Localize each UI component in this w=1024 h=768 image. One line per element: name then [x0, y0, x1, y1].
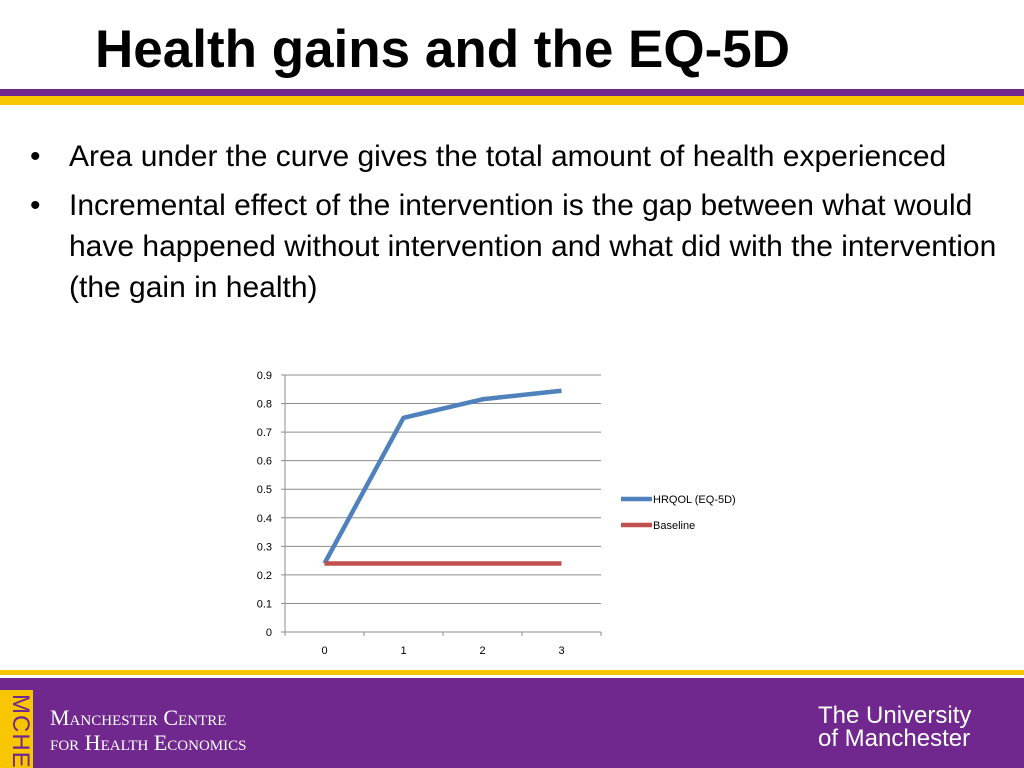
legend-label: HRQOL (EQ-5D): [653, 494, 736, 506]
university-logo: The University of Manchester: [818, 702, 972, 752]
chart-gridlines: [285, 374, 601, 604]
university-name-line1: The University: [818, 702, 972, 729]
bullet-item: • Area under the curve gives the total a…: [28, 136, 1013, 177]
chart-legend: HRQOL (EQ-5D) Baseline: [621, 494, 736, 532]
bullet-list: • Area under the curve gives the total a…: [28, 136, 1013, 316]
slide-title: Health gains and the EQ-5D: [95, 20, 791, 79]
y-tick-label: 0.4: [257, 513, 272, 525]
y-tick-label: 0.2: [257, 570, 272, 582]
title-rule-yellow: [0, 96, 1024, 105]
x-tick-label: 1: [400, 645, 406, 657]
bullet-mark: •: [30, 140, 41, 173]
chart-series: [322, 388, 562, 566]
centre-name-line1: Manchester Centre: [50, 705, 227, 730]
y-tick-label: 0.5: [257, 484, 272, 496]
line-chart: 0 0.1 0.2 0.3 0.4 0.5 0.6 0.7 0.8 0.9 0 1 2 3 HRQOL (…: [257, 370, 736, 657]
footer-rule-white: [0, 675, 1024, 678]
chart-axes: 0 0.1 0.2 0.3 0.4 0.5 0.6 0.7 0.8 0.9 0 1 2 3: [257, 370, 602, 657]
series-line-hrqol: [322, 388, 562, 565]
y-tick-label: 0: [266, 627, 272, 639]
footer-rule-yellow: [0, 670, 1024, 675]
y-tick-label: 0.9: [257, 370, 272, 382]
bullet-mark: •: [30, 189, 41, 222]
y-tick-label: 0.3: [257, 541, 272, 553]
bullet-text: Area under the curve gives the total amo…: [69, 140, 947, 173]
x-tick-label: 0: [321, 645, 327, 657]
y-tick-label: 0.8: [257, 399, 272, 411]
y-tick-label: 0.6: [257, 456, 272, 468]
footer-band: [0, 678, 1024, 768]
legend-label: Baseline: [653, 520, 695, 532]
x-tick-label: 3: [558, 645, 564, 657]
centre-name-line2: for Health Economics: [50, 730, 247, 755]
title-rule-purple: [0, 89, 1024, 96]
mche-logo-text: MCHE: [7, 694, 33, 768]
y-tick-label: 0.1: [257, 598, 272, 610]
mche-logo-badge: MCHE: [0, 690, 33, 768]
x-tick-label: 2: [479, 645, 485, 657]
bullet-text: Incremental effect of the intervention i…: [69, 189, 997, 304]
bullet-item: • Incremental effect of the intervention…: [28, 185, 1013, 308]
university-name-line2: of Manchester: [818, 725, 971, 752]
y-tick-label: 0.7: [257, 427, 272, 439]
centre-logo: Manchester Centre for Health Economics: [50, 705, 246, 755]
